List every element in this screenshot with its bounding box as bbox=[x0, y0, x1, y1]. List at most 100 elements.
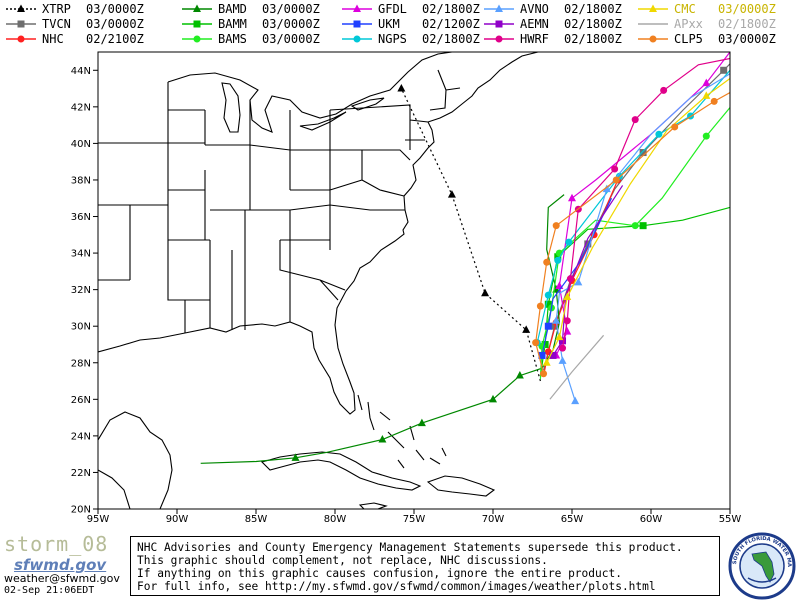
track-avno-marker bbox=[574, 277, 583, 286]
track-clp5-marker bbox=[540, 370, 548, 378]
hispaniola bbox=[426, 475, 496, 497]
legend-model-name: UKM bbox=[378, 16, 400, 31]
legend-model-time: 02/1800Z bbox=[564, 16, 622, 31]
legend-model-name: AEMN bbox=[520, 16, 549, 31]
legend-swatch-icon bbox=[638, 4, 668, 12]
legend-model-name: NGPS bbox=[378, 31, 407, 46]
track-ngps-marker bbox=[544, 291, 552, 299]
legend-entry-avno: AVNO 02/1800Z bbox=[482, 1, 622, 16]
track-clp5-marker bbox=[532, 339, 540, 347]
legend-clp5-marker bbox=[649, 35, 657, 42]
track-clp5-marker bbox=[536, 302, 544, 310]
track-clp5-marker bbox=[710, 97, 718, 105]
legend-tvcn-marker bbox=[17, 20, 25, 27]
track-line-cmc bbox=[546, 77, 730, 364]
legend-nhc-marker bbox=[17, 35, 25, 42]
legend-model-time: 02/1800Z bbox=[422, 1, 480, 16]
lon-tick-label: 65W bbox=[561, 514, 584, 525]
lat-tick-label: 24N bbox=[71, 431, 91, 442]
sfwmd-logo-text[interactable]: sfwmd.gov bbox=[14, 556, 107, 574]
jamaica bbox=[358, 502, 388, 509]
legend-model-name: AVNO bbox=[520, 1, 549, 16]
lat-tick-label: 20N bbox=[71, 505, 91, 516]
legend-model-time: 02/1200Z bbox=[422, 16, 480, 31]
track-xtrp bbox=[397, 84, 541, 382]
disclaimer-line: If anything on this graphic causes confu… bbox=[137, 567, 622, 580]
track-ngps-marker bbox=[655, 130, 663, 138]
track-tvcn-marker bbox=[584, 240, 592, 248]
legend-entry-gfdl: GFDL 02/1800Z bbox=[340, 1, 480, 16]
track-hwrf-marker bbox=[563, 317, 571, 325]
storm-track-map: 95W 90W 85W 80W 75W 70W 65W 60W 55W 20N 22N 24N 26N 2… bbox=[71, 51, 742, 525]
lat-tick-label: 38N bbox=[71, 175, 91, 186]
legend-model-name: XTRP bbox=[42, 1, 71, 16]
track-line-xtrp bbox=[400, 88, 541, 382]
track-line-bams bbox=[539, 106, 730, 380]
lon-tick-label: 85W bbox=[245, 514, 268, 525]
track-gfdl-marker bbox=[568, 193, 576, 202]
lat-tick-label: 26N bbox=[71, 395, 91, 406]
bahamas bbox=[357, 394, 447, 469]
track-clp5-marker bbox=[543, 258, 551, 266]
lon-tick-label: 95W bbox=[87, 514, 110, 525]
lake-michigan bbox=[221, 82, 241, 133]
track-xtrp-marker bbox=[522, 325, 531, 333]
legend-model-time: 02/2100Z bbox=[86, 31, 144, 46]
track-tvcn-marker bbox=[639, 149, 647, 157]
legend-xtrp-marker bbox=[17, 4, 25, 12]
legend-model-name: BAMM bbox=[218, 16, 247, 31]
legend-model-name: BAMD bbox=[218, 1, 247, 16]
lat-tick-label: 28N bbox=[71, 358, 91, 369]
track-cmc bbox=[542, 77, 730, 366]
lon-tick-label: 55W bbox=[719, 514, 742, 525]
track-line-tvcn bbox=[543, 62, 730, 371]
storm-id-label: storm_08 bbox=[4, 532, 109, 556]
yucatan bbox=[98, 411, 173, 509]
legend-model-time: 03/0000Z bbox=[718, 1, 776, 16]
legend-model-name: CLP5 bbox=[674, 31, 703, 46]
track-xtrp-marker bbox=[397, 84, 406, 92]
legend-bams-marker bbox=[193, 35, 201, 42]
legend-model-time: 03/0000Z bbox=[262, 16, 320, 31]
track-bamm-marker bbox=[554, 253, 562, 261]
track-bamm-marker bbox=[544, 300, 552, 308]
legend-swatch-icon bbox=[342, 4, 372, 12]
lat-tick-label: 36N bbox=[71, 212, 91, 223]
track-gfdl bbox=[552, 52, 730, 359]
legend-gfdl-marker bbox=[353, 4, 361, 12]
model-legend: XTRP 03/0000Z TVCN 03/0000Z NHC 02/2100Z BAMD 0… bbox=[0, 0, 800, 46]
legend-entry-bamd: BAMD 03/0000Z bbox=[180, 1, 320, 16]
disclaimer-line[interactable]: For full info, see http://my.sfwmd.gov/s… bbox=[137, 580, 656, 593]
lon-tick-label: 80W bbox=[324, 514, 347, 525]
track-clp5-marker bbox=[552, 222, 560, 230]
track-avno-marker bbox=[602, 184, 611, 193]
track-aemn-marker bbox=[559, 337, 567, 345]
lon-tick-label: 75W bbox=[403, 514, 426, 525]
track-bamm-marker bbox=[639, 222, 647, 230]
track-avno-marker bbox=[571, 396, 580, 405]
lake-ontario bbox=[350, 97, 385, 111]
legend-bamm-marker bbox=[193, 20, 201, 27]
lat-tick-label: 32N bbox=[71, 285, 91, 296]
legend-model-name: TVCN bbox=[42, 16, 71, 31]
legend-aemn-marker bbox=[495, 20, 503, 27]
track-bams-marker bbox=[702, 132, 710, 140]
legend-entry-nhc: NHC 02/2100Z bbox=[4, 31, 144, 46]
legend-cmc-marker bbox=[649, 4, 657, 12]
contact-email[interactable]: weather@sfwmd.gov bbox=[4, 572, 120, 585]
legend-swatch-icon bbox=[182, 20, 212, 27]
coastlines-and-state-borders bbox=[98, 52, 539, 509]
legend-hwrf-marker bbox=[495, 35, 503, 42]
legend-model-name: NHC bbox=[42, 31, 64, 46]
track-hwrf-marker bbox=[631, 116, 639, 124]
track-line-gfdl bbox=[555, 52, 730, 356]
disclaimer-line: NHC Advisories and County Emergency Mana… bbox=[137, 541, 683, 554]
legend-ukm-marker bbox=[353, 20, 361, 27]
legend-ngps-marker bbox=[353, 35, 361, 42]
lat-tick-label: 44N bbox=[71, 66, 91, 77]
legend-entry-ngps: NGPS 02/1800Z bbox=[340, 31, 480, 46]
legend-model-time: 03/0000Z bbox=[718, 31, 776, 46]
legend-entry-hwrf: HWRF 02/1800Z bbox=[482, 31, 622, 46]
sfwmd-seal-icon: SOUTH FLORIDA WATER MANAGEMENT DISTRICT bbox=[728, 532, 796, 600]
legend-model-time: 02/1800Z bbox=[564, 1, 622, 16]
